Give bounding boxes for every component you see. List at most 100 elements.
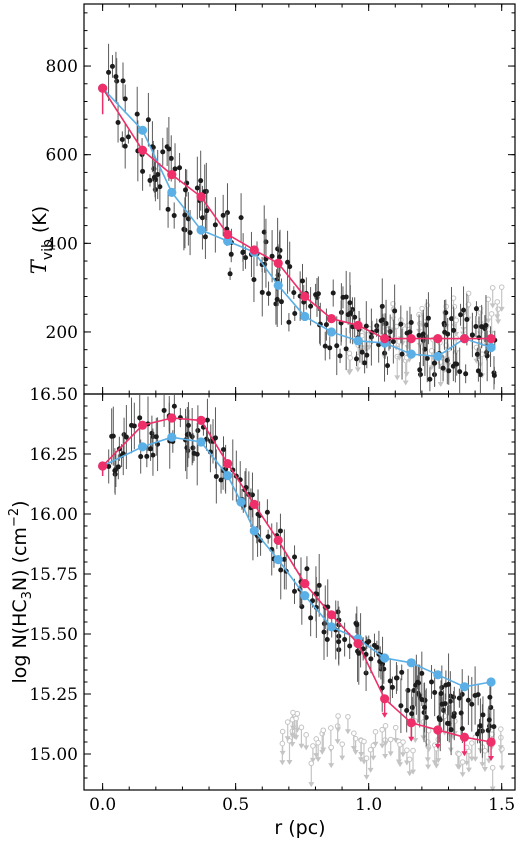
data-point [415,679,421,685]
data-point [404,708,410,714]
data-point [123,434,129,440]
data-point [477,723,483,729]
data-point [459,726,465,732]
bottom-y-ticks: 15.00 15.25 15.50 15.75 16.00 16.25 16.50 [29,385,515,791]
x-tick-label: 1.0 [355,795,382,815]
data-point [204,208,210,214]
data-point [199,215,205,221]
data-point [439,701,445,707]
data-point [324,637,330,643]
upper-limit-arrowhead [298,743,305,749]
data-point [458,710,464,716]
top-panel: 200 400 600 800 Tvib (K) [27,3,516,395]
blue-series-point [406,658,416,668]
data-point [409,705,415,711]
bottom-y-axis-label-c: N) (cm [9,527,31,591]
upper-limit-point [428,347,435,354]
upper-limit-point [379,726,385,733]
bottom-y-axis-label-a: log N(HC [9,599,31,683]
data-point [393,675,399,681]
data-point [264,509,270,515]
upper-limit-point [420,719,427,725]
upper-limit-arrowhead [403,371,410,377]
blue-series-point [223,471,233,481]
data-point [122,143,128,149]
red-series-point [300,579,310,589]
y-tick-label: 16.00 [29,505,78,525]
upper-limit-arrowhead [485,318,492,324]
data-point [392,308,398,314]
data-point [334,343,340,349]
data-point [473,323,479,329]
red-limit-arrowhead [488,756,495,761]
data-point [485,727,491,733]
data-point [473,306,479,312]
data-point [446,681,452,687]
upper-limit-arrowhead [363,774,370,780]
data-point [368,334,374,340]
upper-limit-point [489,764,496,771]
upper-limit-point [498,284,505,290]
upper-limit-arrowhead [489,786,496,792]
blue-series-point [433,351,443,361]
data-point [385,363,391,369]
data-point [172,166,178,172]
upper-limit-arrowhead [465,767,472,773]
data-point [137,415,143,421]
red-series-point [98,83,108,93]
data-point [387,329,393,335]
y-tick-label: 200 [46,323,78,343]
upper-limit-point [345,713,351,720]
data-point [181,226,187,232]
red-series-point [486,334,496,344]
data-point [177,165,183,171]
top-y-axis-label-unit: (K) [29,206,51,233]
blue-series-point [353,336,363,346]
data-point [281,556,287,562]
data-point [398,321,404,327]
data-point [308,303,314,309]
data-point [491,373,497,379]
red-series-point [300,291,310,302]
upper-limit-arrowhead [472,756,479,762]
red-series-point [223,459,233,469]
upper-limit-arrowhead [459,772,466,778]
data-point [452,361,458,367]
data-point [125,134,131,140]
data-point [113,74,119,80]
data-point [432,690,438,696]
data-point [456,695,462,701]
data-point [138,454,144,460]
data-point [427,376,433,382]
upper-limit-arrowhead [435,758,442,764]
upper-limit-arrowhead [394,375,401,381]
data-point [165,206,171,212]
upper-limit-arrowhead [479,762,486,768]
upper-limit-arrowhead [392,737,399,743]
data-point [168,155,174,161]
upper-limit-arrowhead [494,314,501,320]
upper-limit-arrowhead [453,331,460,337]
data-point [420,331,426,337]
upper-limit-arrowhead [367,767,374,773]
data-point [469,332,475,338]
data-point [112,468,118,474]
upper-limit-point [485,296,492,303]
data-point [359,349,365,355]
blue-series-point [273,280,283,291]
blue-series-line [102,87,492,358]
upper-limit-arrowhead [354,367,361,373]
upper-limit-point [346,350,353,357]
data-point [140,168,146,174]
x-tick-label: 0.0 [89,795,116,815]
data-point [465,697,471,703]
data-point [347,300,353,306]
data-point [469,701,475,707]
upper-limit-arrowhead [425,747,432,753]
data-point [227,271,233,277]
upper-limit-point [298,724,305,731]
data-point [342,637,348,643]
blue-series-point [406,349,416,359]
red-series-point [273,258,283,268]
upper-limit-point [293,715,299,722]
